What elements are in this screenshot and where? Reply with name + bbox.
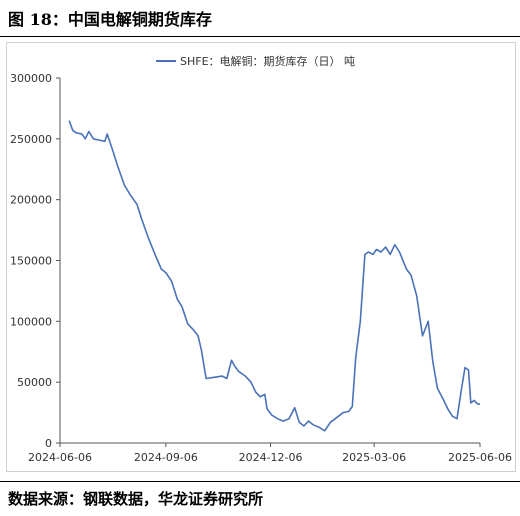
series-layer [68,120,480,432]
x-tick-label: 2024-09-06 [134,451,198,464]
x-tick-label: 2025-03-06 [342,451,406,464]
x-tick-label: 2024-06-06 [28,451,92,464]
source-note: 数据来源：钢联数据，华龙证券研究所 [8,490,264,508]
x-axis-ticks: 2024-06-06 2024-09-06 2024-12-06 2025-03-06… [28,443,512,464]
y-tick-label: 250000 [10,133,52,146]
y-tick-label: 200000 [10,194,52,207]
series-line-shfe [68,120,480,432]
legend: SHFE：电解铜：期货库存（日） 吨 [156,54,355,68]
y-axis-ticks: 0 50000 100000 150000 200000 250000 300000 [10,72,60,450]
figure-title: 图 18：中国电解铜期货库存 [8,10,212,29]
y-tick-label: 300000 [10,72,52,85]
y-tick-label: 150000 [10,255,52,268]
y-tick-label: 0 [45,437,52,450]
source-rule [0,481,520,482]
x-tick-label: 2024-12-06 [239,451,303,464]
legend-label-shfe: SHFE：电解铜：期货库存（日） 吨 [180,54,355,68]
y-tick-label: 100000 [10,315,52,328]
title-rule [0,36,520,37]
chart-panel [6,42,516,472]
y-tick-label: 50000 [17,376,52,389]
x-tick-label: 2025-06-06 [448,451,512,464]
